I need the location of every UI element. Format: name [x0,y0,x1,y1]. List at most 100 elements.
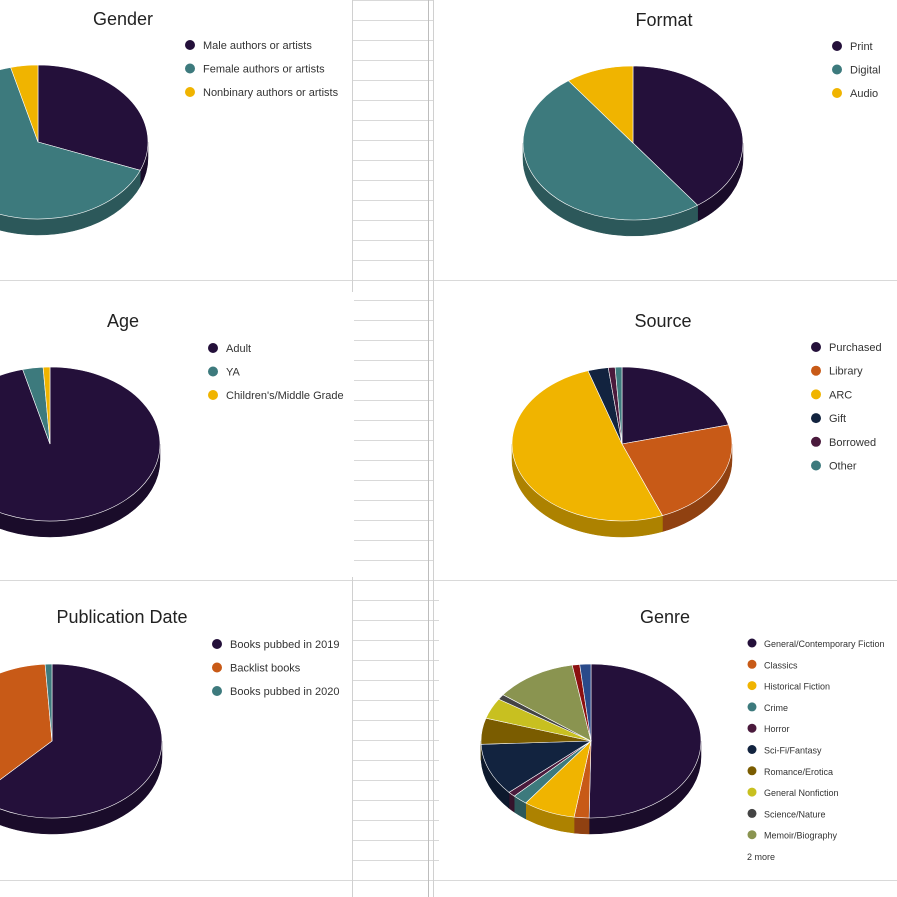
chart-svg: Format Print Digital Audio [522,10,881,237]
pie-slice-books-pubbed-in-2020[interactable] [44,663,53,742]
legend-marker-print [832,41,842,51]
legend-label-books-pubbed-in-2020[interactable]: Books pubbed in 2020 [230,686,339,698]
chart-legend: Purchased Library ARC Gift Borrowed Other [811,342,882,473]
pie-slice-print[interactable] [632,65,744,206]
legend-label-other[interactable]: Other [829,461,857,473]
chart-title: Age [107,311,139,331]
chart-title: Genre [640,607,690,627]
pie-slice-female-authors-or-artists[interactable] [0,67,141,220]
legend-marker-memoir-biography [747,830,757,840]
chart-svg: Publication Date Books pubbed in 2019 Back… [0,607,339,835]
pie-slice-arc[interactable] [511,370,663,522]
legend-label-purchased[interactable]: Purchased [829,342,882,354]
chart-legend: Print Digital Audio [832,41,881,100]
legend-marker-backlist-books [212,662,222,673]
column-divider [428,0,429,897]
pie-slice-audio[interactable] [567,65,634,144]
legend-label-nonbinary-authors-or-artists[interactable]: Nonbinary authors or artists [203,87,339,99]
chart-svg: Genre General/Contemporary Fiction Classic… [480,607,885,862]
legend-label-backlist-books[interactable]: Backlist books [230,663,301,675]
chart-title: Gender [93,9,153,29]
legend-label-romance-erotica[interactable]: Romance/Erotica [764,767,833,777]
legend-label-digital[interactable]: Digital [850,65,881,77]
pie-slice-digital[interactable] [522,80,699,221]
legend-label-arc[interactable]: ARC [829,389,852,401]
legend-label-library[interactable]: Library [829,366,863,378]
legend-marker-romance-erotica [747,766,757,776]
legend-marker-classics [747,659,757,669]
chart-legend: General/Contemporary Fiction Classics Hist… [747,638,885,862]
chart-format[interactable]: Format Print Digital Audio [434,0,897,280]
legend-label-horror[interactable]: Horror [764,724,790,734]
pie-slice-nonbinary-authors-or-artists[interactable] [10,64,39,143]
legend-marker-general-contemporary-fiction [747,638,757,648]
legend-label-children-s-middle-grade[interactable]: Children's/Middle Grade [226,390,344,402]
chart-title: Publication Date [56,607,187,627]
chart-genre[interactable]: Genre General/Contemporary Fiction Classic… [439,590,897,875]
legend-marker-male-authors-or-artists [185,40,195,50]
legend-label-ya[interactable]: YA [226,367,241,379]
legend-marker-ya [208,366,218,377]
legend-label-crime[interactable]: Crime [764,703,788,713]
legend-label-female-authors-or-artists[interactable]: Female authors or artists [203,64,325,76]
legend-label-adult[interactable]: Adult [226,343,251,355]
pie-slice-backlist-books[interactable] [0,663,53,797]
pie-slice-male-authors-or-artists[interactable] [37,64,149,171]
chart-title: Source [634,311,691,331]
legend-label-print[interactable]: Print [850,41,873,53]
chart-gender[interactable]: Gender Male authors or artists Female auth… [0,0,352,280]
legend-label-sci-fi-fantasy[interactable]: Sci-Fi/Fantasy [764,746,822,756]
legend-marker-science-nature [747,808,757,818]
legend-marker-borrowed [811,436,821,447]
legend-marker-female-authors-or-artists [185,63,195,74]
legend-more-link[interactable]: 2 more [747,852,775,862]
legend-marker-books-pubbed-in-2020 [212,686,222,696]
legend-marker-gift [811,413,821,424]
chart-age[interactable]: Age Adult YA Children's/Middle Grade [0,292,354,577]
pie-slice-adult[interactable] [0,366,161,522]
chart-source[interactable]: Source Purchased Library ARC Gift Borrowed Oth… [434,292,897,577]
legend-label-memoir-biography[interactable]: Memoir/Biography [764,831,838,841]
legend-label-science-nature[interactable]: Science/Nature [764,809,826,819]
legend-label-male-authors-or-artists[interactable]: Male authors or artists [203,40,312,52]
legend-marker-nonbinary-authors-or-artists [185,87,195,97]
legend-marker-historical-fiction [747,681,757,691]
legend-marker-adult [208,343,218,353]
legend-label-classics[interactable]: Classics [764,660,798,670]
legend-label-general-nonfiction[interactable]: General Nonfiction [764,788,839,798]
legend-marker-children-s-middle-grade [208,390,218,400]
legend-marker-other [811,460,821,471]
pie-slice-children-s-middle-grade[interactable] [42,366,51,445]
chart-svg: Age Adult YA Children's/Middle Grade [0,311,344,538]
chart-legend: Adult YA Children's/Middle Grade [208,343,344,402]
chart-legend: Books pubbed in 2019 Backlist books Books … [212,639,339,698]
legend-marker-general-nonfiction [747,787,757,797]
legend-marker-library [811,365,821,376]
pie-slice-library[interactable] [621,424,733,516]
pie-slice-other[interactable] [614,366,623,445]
pie-slice-other-2[interactable] [579,663,592,742]
legend-label-general-contemporary-fiction[interactable]: General/Contemporary Fiction [764,639,885,649]
pie-slice-side-classics [573,816,590,835]
pie-slice-books-pubbed-in-2019[interactable] [0,663,163,819]
legend-marker-digital [832,64,842,75]
legend-marker-audio [832,88,842,98]
legend-marker-purchased [811,342,821,352]
chart-svg: Gender Male authors or artists Female auth… [0,9,339,236]
legend-label-borrowed[interactable]: Borrowed [829,437,876,449]
chart-svg: Source Purchased Library ARC Gift Borrowed Oth… [511,311,882,538]
pie-slice-sci-fi-fantasy[interactable] [480,740,593,793]
pie-slice-purchased[interactable] [621,366,729,445]
chart-legend: Male authors or artists Female authors or… [185,40,339,99]
chart-title: Format [635,10,692,30]
legend-label-historical-fiction[interactable]: Historical Fiction [764,682,830,692]
legend-label-audio[interactable]: Audio [850,88,878,100]
pie-slice-general-contemporary-fiction[interactable] [588,663,702,819]
column-divider [433,0,434,897]
legend-label-gift[interactable]: Gift [829,413,846,425]
legend-marker-books-pubbed-in-2019 [212,639,222,649]
legend-label-books-pubbed-in-2019[interactable]: Books pubbed in 2019 [230,639,339,651]
legend-marker-arc [811,389,821,400]
pie-slice-memoir-biography[interactable] [502,664,592,742]
chart-publication-date[interactable]: Publication Date Books pubbed in 2019 Back… [0,590,352,875]
